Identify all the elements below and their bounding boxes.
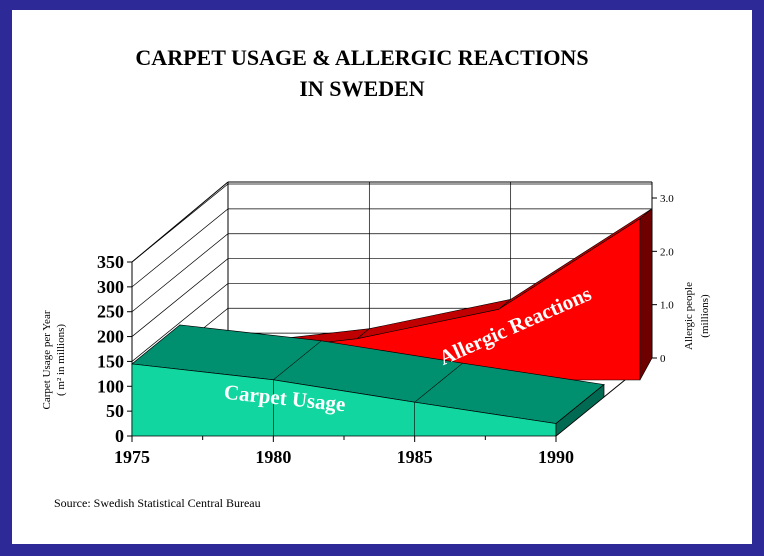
rtick-label-3.0: 3.0 [660,193,674,205]
right-axis-title: Allergic people [683,282,695,350]
chart-subtitle: IN SWEDEN [299,76,425,101]
rtick-label-1.0: 1.0 [660,300,674,312]
left-axis-units: ( m² in millions) [55,324,67,396]
ytick-label-350: 350 [97,252,124,272]
ytick-label-150: 150 [97,351,124,371]
rtick-label-0: 0 [660,353,666,365]
carpet-usage-series [131,324,605,437]
slide-panel: CARPET USAGE & ALLERGIC REACTIONS IN SWE… [12,10,752,544]
carpet-side-face [555,383,605,437]
xtick-label-1985: 1985 [397,447,433,467]
allergy-side-face [639,208,653,381]
carpet-divider-top-1985 [414,362,463,403]
ytick-label-200: 200 [97,327,124,347]
chart-3d-area: 0 50 100 150 200 250 300 350 1975 1980 1985 1990 0… [41,181,711,467]
chart-title: CARPET USAGE & ALLERGIC REACTIONS [135,45,589,70]
chart-title-block: CARPET USAGE & ALLERGIC REACTIONS IN SWE… [12,42,712,104]
right-axis-ticks: 0 1.0 2.0 3.0 [652,193,674,365]
xtick-label-1975: 1975 [114,447,150,467]
ytick-label-0: 0 [115,426,124,446]
ytick-label-50: 50 [106,401,124,421]
carpet-divider-top-1980 [273,340,322,381]
x-axis-ticks: 1975 1980 1985 1990 [114,436,574,467]
right-axis-units: (millions) [699,294,711,338]
rtick-label-2.0: 2.0 [660,246,674,258]
left-axis-ticks: 0 50 100 150 200 250 300 350 [97,252,132,446]
ytick-label-250: 250 [97,302,124,322]
source-note: Source: Swedish Statistical Central Bure… [54,496,261,510]
ytick-label-100: 100 [97,376,124,396]
xtick-label-1980: 1980 [255,447,291,467]
left-axis-title: Carpet Usage per Year [41,310,53,409]
xtick-label-1990: 1990 [538,447,574,467]
ytick-label-300: 300 [97,277,124,297]
gridline-y-350 [131,183,652,263]
